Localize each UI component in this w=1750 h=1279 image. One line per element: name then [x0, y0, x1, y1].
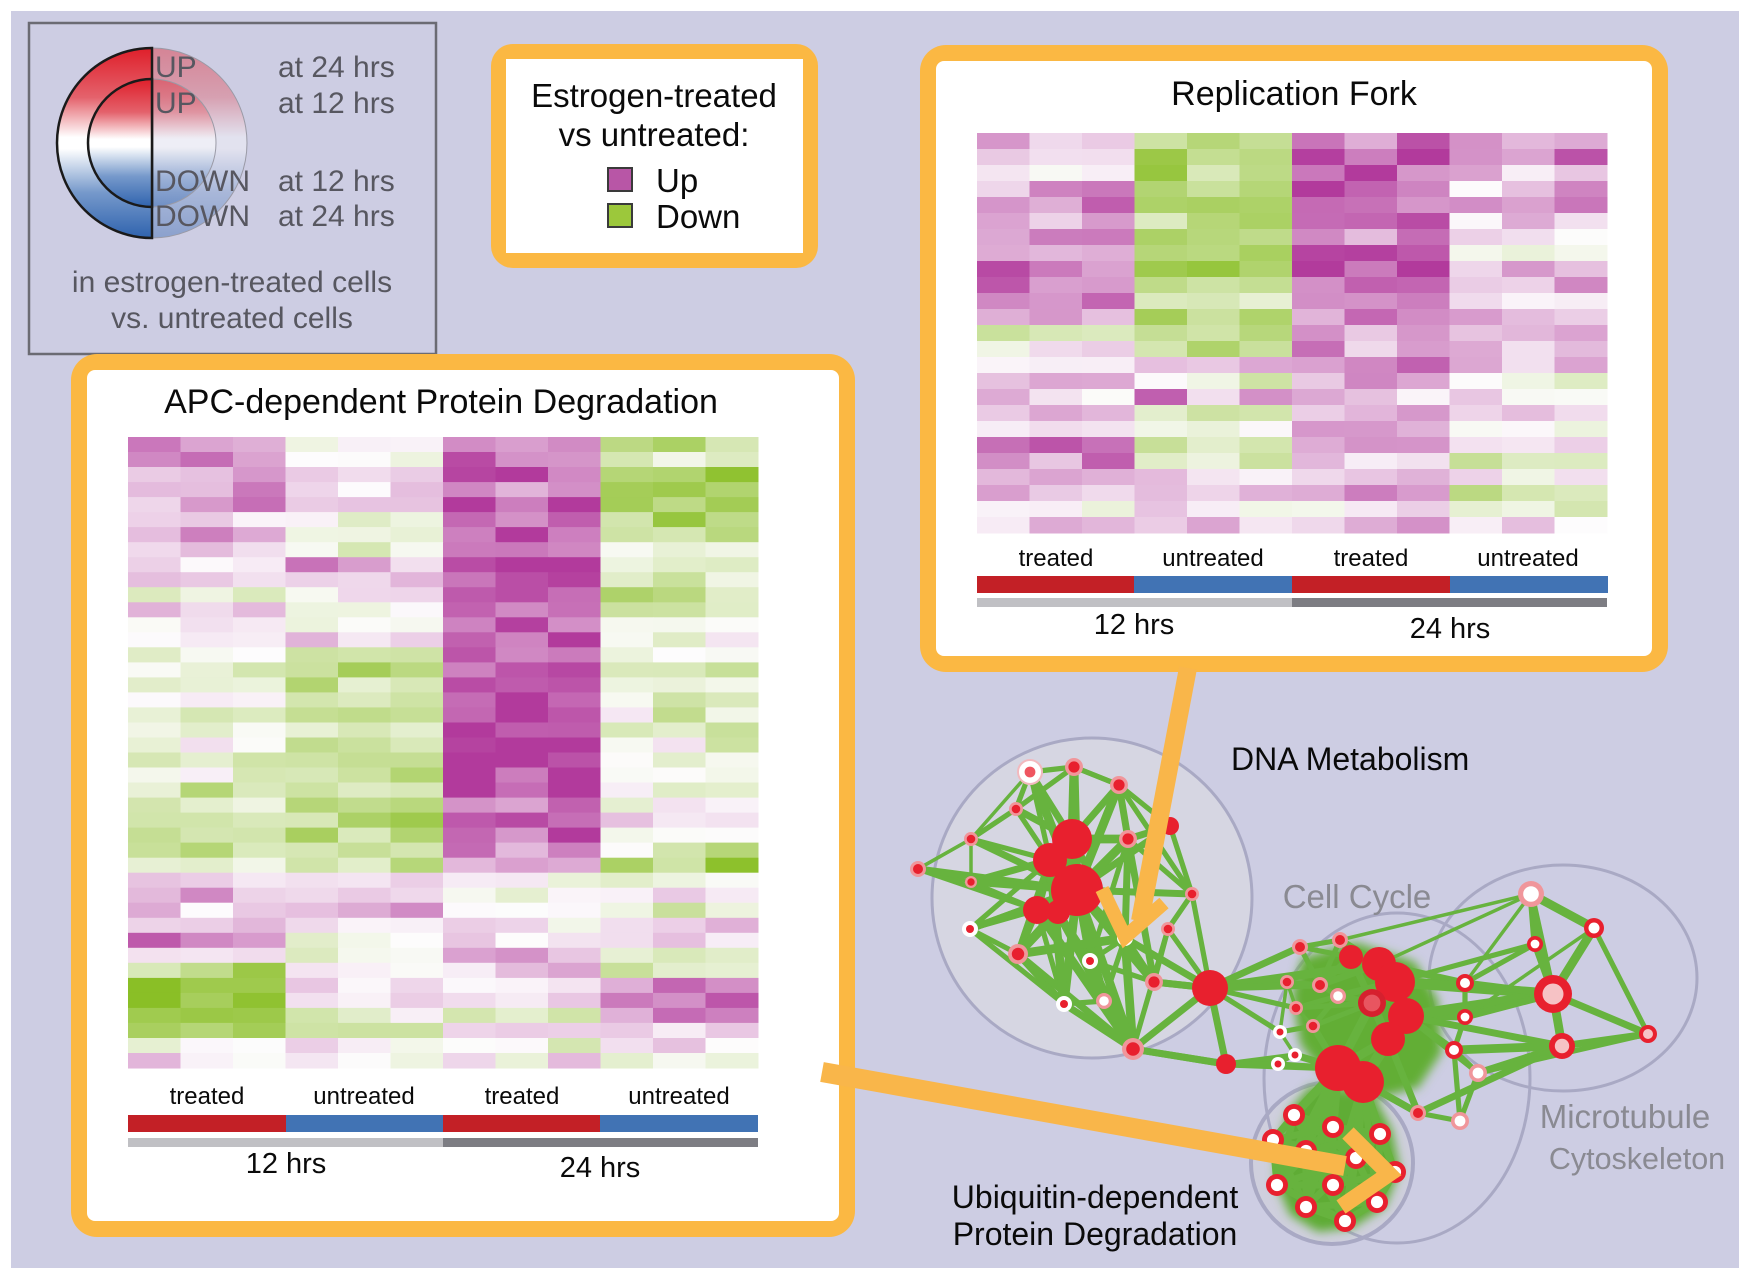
svg-text:DOWN: DOWN: [155, 200, 250, 233]
svg-text:Cell Cycle: Cell Cycle: [1283, 878, 1432, 915]
svg-text:treated: treated: [170, 1083, 245, 1110]
svg-text:at 24 hrs: at 24 hrs: [278, 200, 395, 233]
svg-text:Down: Down: [656, 198, 740, 235]
svg-text:untreated: untreated: [628, 1083, 729, 1110]
svg-text:24 hrs: 24 hrs: [1410, 613, 1491, 645]
svg-text:DOWN: DOWN: [155, 165, 250, 198]
svg-text:treated: treated: [485, 1083, 560, 1110]
svg-text:untreated: untreated: [1162, 545, 1263, 572]
svg-text:Estrogen-treated: Estrogen-treated: [531, 77, 777, 114]
svg-text:Cytoskeleton: Cytoskeleton: [1549, 1142, 1725, 1176]
svg-text:at 12 hrs: at 12 hrs: [278, 165, 395, 198]
svg-text:vs untreated:: vs untreated:: [559, 116, 750, 153]
svg-text:treated: treated: [1019, 545, 1094, 572]
svg-text:at 12 hrs: at 12 hrs: [278, 87, 395, 120]
svg-text:Microtubule: Microtubule: [1540, 1098, 1711, 1135]
svg-text:12 hrs: 12 hrs: [246, 1148, 327, 1180]
svg-text:Protein Degradation: Protein Degradation: [953, 1216, 1238, 1252]
svg-text:untreated: untreated: [313, 1083, 414, 1110]
svg-text:UP: UP: [155, 51, 197, 84]
svg-text:untreated: untreated: [1477, 545, 1578, 572]
svg-text:UP: UP: [155, 87, 197, 120]
svg-text:at 24 hrs: at 24 hrs: [278, 51, 395, 84]
svg-text:in estrogen-treated cells: in estrogen-treated cells: [72, 266, 392, 299]
svg-text:24 hrs: 24 hrs: [560, 1152, 641, 1184]
svg-text:Replication Fork: Replication Fork: [1171, 75, 1418, 113]
svg-text:Up: Up: [656, 162, 698, 199]
svg-text:treated: treated: [1334, 545, 1409, 572]
svg-text:APC-dependent Protein Degradat: APC-dependent Protein Degradation: [164, 383, 718, 421]
svg-text:Ubiquitin-dependent: Ubiquitin-dependent: [952, 1179, 1239, 1215]
svg-text:vs. untreated cells: vs. untreated cells: [111, 302, 353, 335]
svg-text:DNA Metabolism: DNA Metabolism: [1231, 741, 1469, 777]
svg-text:12 hrs: 12 hrs: [1094, 609, 1175, 641]
